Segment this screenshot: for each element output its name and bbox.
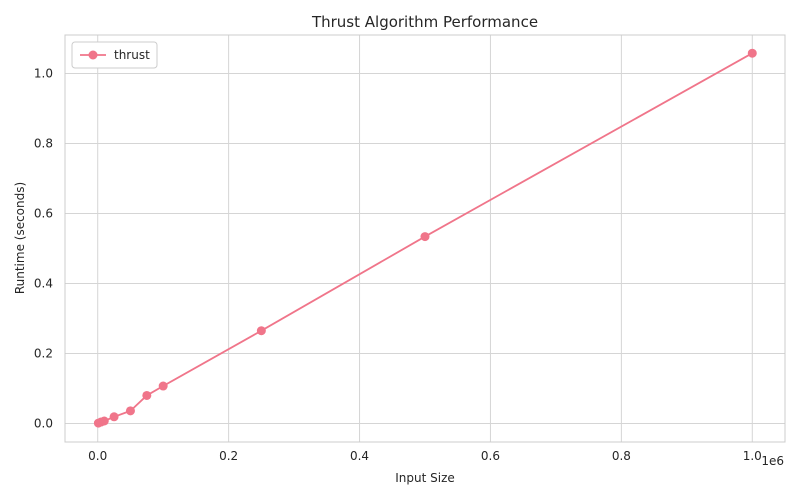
x-tick-label: 0.0	[88, 449, 107, 463]
data-point	[158, 381, 168, 391]
x-axis-label: Input Size	[395, 471, 455, 485]
y-tick-label: 0.6	[34, 206, 53, 220]
x-axis-offset-text: 1e6	[761, 454, 784, 468]
data-point	[142, 390, 152, 400]
x-tick-label: 0.8	[612, 449, 631, 463]
y-tick-label: 1.0	[34, 66, 53, 80]
data-point	[109, 412, 119, 422]
data-point	[747, 48, 757, 58]
plot-area: 0.0 0.2 0.4 0.6 0.8 1.0 0.0 0.2 0.4 0.6 0.8 1.0 thru…	[34, 34, 786, 463]
y-tick-label: 0.2	[34, 346, 53, 360]
y-axis-label: Runtime (seconds)	[13, 182, 27, 294]
x-tick-label: 0.2	[219, 449, 238, 463]
y-tick-label: 0.8	[34, 136, 53, 150]
y-tick-label: 0.4	[34, 276, 53, 290]
legend-box	[71, 41, 158, 69]
x-tick-label: 0.6	[481, 449, 500, 463]
legend-label: thrust	[114, 48, 150, 62]
legend-marker	[88, 50, 98, 60]
data-point	[125, 406, 135, 416]
data-point	[256, 326, 266, 336]
data-point	[420, 232, 430, 242]
chart-title: Thrust Algorithm Performance	[311, 13, 538, 31]
x-tick-label: 1.0	[743, 449, 762, 463]
data-point	[99, 416, 109, 426]
plot-frame	[64, 34, 786, 443]
y-tick-label: 0.0	[34, 416, 53, 430]
x-tick-label: 0.4	[350, 449, 369, 463]
